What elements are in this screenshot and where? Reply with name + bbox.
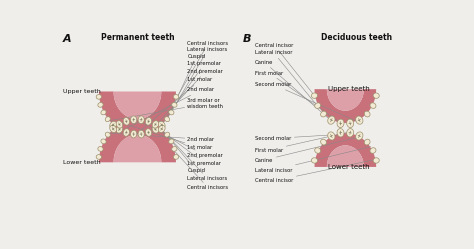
Text: 2nd molar: 2nd molar: [122, 87, 215, 131]
Text: Canine: Canine: [255, 60, 328, 118]
Text: 2nd molar: 2nd molar: [109, 133, 215, 142]
Text: Deciduous teeth: Deciduous teeth: [321, 33, 392, 42]
Ellipse shape: [373, 93, 379, 98]
Ellipse shape: [365, 139, 370, 145]
Ellipse shape: [173, 95, 179, 99]
Text: Lateral incisors: Lateral incisors: [169, 137, 228, 181]
Ellipse shape: [146, 118, 152, 125]
Text: Permanent teeth: Permanent teeth: [100, 33, 174, 42]
Ellipse shape: [173, 155, 179, 159]
Text: A: A: [63, 34, 72, 44]
Polygon shape: [114, 135, 161, 162]
Ellipse shape: [101, 110, 106, 115]
Ellipse shape: [116, 121, 123, 128]
Ellipse shape: [96, 95, 101, 99]
Ellipse shape: [123, 118, 129, 125]
Text: Lateral incisor: Lateral incisor: [255, 147, 371, 173]
Ellipse shape: [131, 116, 137, 124]
Ellipse shape: [337, 119, 344, 127]
Ellipse shape: [328, 132, 335, 140]
Ellipse shape: [152, 121, 159, 128]
Ellipse shape: [105, 132, 110, 137]
Text: Upper teeth: Upper teeth: [328, 86, 370, 92]
Ellipse shape: [110, 121, 117, 128]
Text: Lateral incisors: Lateral incisors: [173, 47, 228, 110]
Ellipse shape: [365, 111, 370, 117]
Ellipse shape: [311, 93, 318, 98]
Text: Second molar: Second molar: [255, 82, 357, 121]
Polygon shape: [327, 89, 364, 111]
Ellipse shape: [98, 103, 103, 107]
Text: 1st molar: 1st molar: [122, 123, 213, 150]
Ellipse shape: [98, 147, 103, 151]
Ellipse shape: [105, 117, 110, 122]
Text: 2nd premolar: 2nd premolar: [149, 69, 223, 132]
Polygon shape: [114, 91, 161, 119]
Ellipse shape: [320, 111, 327, 117]
Ellipse shape: [96, 155, 101, 159]
Ellipse shape: [328, 116, 335, 124]
Ellipse shape: [315, 148, 321, 153]
Ellipse shape: [320, 139, 327, 145]
Text: Upper teeth: Upper teeth: [63, 89, 100, 94]
Polygon shape: [99, 120, 176, 162]
Ellipse shape: [146, 129, 152, 136]
Text: 1st premolar: 1st premolar: [149, 122, 221, 166]
Text: Lateral incisor: Lateral incisor: [255, 51, 319, 108]
Ellipse shape: [337, 128, 344, 137]
Text: First molar: First molar: [255, 132, 347, 152]
Text: 1st premolar: 1st premolar: [159, 61, 221, 127]
Ellipse shape: [101, 139, 106, 144]
Text: First molar: First molar: [255, 70, 341, 124]
Ellipse shape: [356, 116, 363, 124]
Ellipse shape: [346, 128, 354, 137]
Text: Lower teeth: Lower teeth: [63, 160, 100, 165]
Text: 3rd molar or
wisdom teeth: 3rd molar or wisdom teeth: [109, 98, 223, 121]
Ellipse shape: [172, 147, 177, 151]
Ellipse shape: [169, 139, 174, 144]
Ellipse shape: [370, 148, 376, 153]
Ellipse shape: [138, 130, 144, 138]
Ellipse shape: [158, 125, 165, 132]
Ellipse shape: [315, 103, 321, 108]
Text: Canine: Canine: [255, 137, 360, 163]
Ellipse shape: [311, 158, 318, 163]
Text: Central incisor: Central incisor: [255, 159, 376, 183]
Text: 1st molar: 1st molar: [136, 77, 213, 134]
Ellipse shape: [346, 119, 354, 127]
Ellipse shape: [158, 121, 165, 128]
Ellipse shape: [110, 125, 117, 132]
Ellipse shape: [373, 158, 379, 163]
Text: Central incisors: Central incisors: [176, 41, 228, 100]
Text: Second molar: Second molar: [255, 135, 334, 141]
Text: Central incisor: Central incisor: [255, 43, 314, 96]
Text: 2nd premolar: 2nd premolar: [136, 120, 223, 158]
Ellipse shape: [164, 117, 170, 122]
Text: B: B: [243, 34, 251, 44]
Text: Cuspid: Cuspid: [167, 54, 206, 119]
Text: Cuspid: Cuspid: [160, 128, 206, 173]
Polygon shape: [315, 133, 376, 167]
Polygon shape: [327, 145, 364, 167]
Ellipse shape: [356, 132, 363, 140]
Polygon shape: [99, 91, 176, 134]
Polygon shape: [315, 89, 376, 123]
Ellipse shape: [123, 129, 129, 136]
Text: Central incisors: Central incisors: [175, 152, 228, 190]
Text: Lower teeth: Lower teeth: [328, 164, 370, 170]
Ellipse shape: [169, 110, 174, 115]
Ellipse shape: [172, 103, 177, 107]
Ellipse shape: [164, 132, 170, 137]
Ellipse shape: [138, 116, 144, 124]
Ellipse shape: [370, 103, 376, 108]
Ellipse shape: [152, 126, 159, 133]
Ellipse shape: [116, 126, 123, 133]
Ellipse shape: [131, 130, 137, 138]
